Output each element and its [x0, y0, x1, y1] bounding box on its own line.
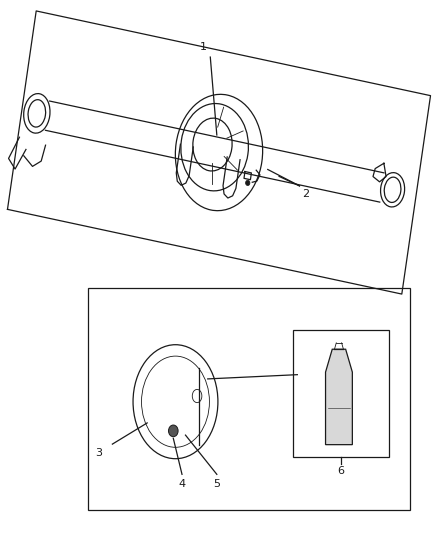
Text: 6: 6 — [337, 466, 344, 476]
Text: 2: 2 — [303, 189, 310, 199]
Text: 1: 1 — [200, 42, 207, 52]
Text: 4: 4 — [178, 479, 186, 489]
Bar — [88, 288, 410, 511]
Ellipse shape — [169, 425, 178, 437]
Text: 5: 5 — [213, 479, 220, 489]
Bar — [293, 330, 389, 457]
Ellipse shape — [246, 180, 250, 185]
Text: 3: 3 — [95, 448, 102, 458]
Polygon shape — [325, 349, 352, 445]
